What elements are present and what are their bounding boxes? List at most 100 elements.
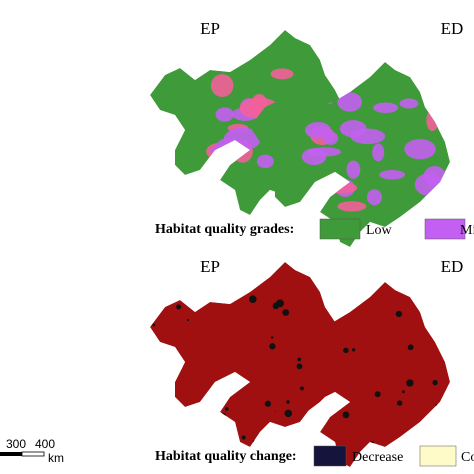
scale-bar: 300 400 km: [0, 437, 64, 465]
grade-patch: [346, 160, 361, 179]
legend-label: Con: [461, 450, 474, 465]
grade-patch: [404, 139, 436, 160]
change-patch: [327, 294, 336, 303]
maps: [150, 30, 450, 467]
grade-patch: [373, 102, 399, 114]
change-patch: [342, 411, 350, 419]
grade-patch: [337, 201, 367, 212]
map-region: [250, 282, 450, 467]
change-patch: [314, 439, 318, 443]
panel-title: EP: [200, 19, 220, 38]
change-patch: [369, 441, 375, 446]
scale-segment: [21, 451, 45, 457]
change-patch: [199, 421, 206, 428]
change-patch: [344, 298, 350, 304]
legend-swatch: [424, 218, 466, 240]
change-patch: [326, 282, 330, 285]
change-patch: [374, 391, 381, 398]
change-patch: [159, 423, 162, 427]
change-patch: [184, 416, 188, 420]
legend-swatch: [319, 218, 361, 240]
grade-patch: [426, 109, 439, 132]
grade-patch: [214, 137, 243, 162]
change-patch: [396, 400, 403, 406]
change-patch: [299, 386, 304, 391]
change-patch: [284, 409, 293, 418]
change-patch: [220, 413, 226, 419]
change-patch: [170, 289, 173, 293]
scale-label: 400: [35, 437, 55, 451]
change-patch: [296, 363, 303, 370]
change-patch: [330, 408, 333, 412]
change-patch: [167, 347, 175, 356]
change-patch: [208, 298, 211, 302]
grade-patch: [423, 165, 446, 186]
change-patch: [435, 404, 438, 407]
legend-label: Decrease: [352, 450, 403, 465]
change-patch: [343, 347, 349, 354]
map-region: [250, 62, 450, 247]
grade-patch: [270, 68, 294, 80]
change-patch: [402, 390, 405, 394]
change-patch: [407, 344, 414, 351]
grade-patch: [301, 148, 327, 166]
change-patch: [269, 343, 276, 350]
grade-patch: [350, 128, 386, 145]
change-patch: [176, 304, 182, 310]
change-patch: [152, 323, 156, 327]
legend-title: Habitat quality grades:: [155, 222, 294, 237]
change-patch: [432, 379, 438, 386]
map-panel: [250, 62, 450, 247]
change-patch: [168, 296, 176, 304]
grade-patch: [256, 154, 274, 169]
change-patch: [264, 400, 272, 407]
change-patch: [395, 310, 403, 318]
change-patch: [431, 316, 436, 320]
scale-label: 300: [6, 437, 26, 451]
change-patch: [265, 272, 270, 277]
grade-patch: [210, 74, 234, 97]
scale-segment: [0, 452, 22, 456]
change-patch: [240, 287, 246, 294]
change-patch: [197, 434, 201, 438]
change-patch: [252, 440, 257, 444]
change-patch: [270, 336, 274, 339]
change-patch: [282, 309, 290, 316]
change-patch: [224, 407, 229, 411]
change-patch: [249, 295, 257, 304]
grade-patch: [372, 143, 385, 162]
panel-title: ED: [441, 257, 464, 276]
grade-patch: [399, 98, 419, 109]
change-patch: [404, 450, 407, 454]
change-patch: [163, 280, 167, 284]
change-patch: [278, 439, 283, 445]
grade-patch: [366, 189, 382, 206]
change-patch: [244, 262, 248, 266]
change-patch: [276, 299, 284, 308]
legend-swatch: [313, 445, 347, 467]
change-patch: [351, 348, 356, 352]
legend-title: Habitat quality change:: [155, 449, 297, 464]
change-patch: [175, 425, 179, 429]
change-patch: [432, 414, 441, 423]
legend-label: Mi: [460, 223, 474, 238]
legend-swatch: [419, 445, 457, 467]
change-patch: [184, 417, 190, 423]
grade-patch: [379, 169, 405, 180]
grade-patch: [337, 92, 363, 112]
scale-unit: km: [48, 451, 64, 465]
grade-patch: [323, 131, 339, 145]
panel-title: ED: [441, 19, 464, 38]
grade-patch: [431, 107, 450, 117]
change-patch: [297, 357, 302, 362]
change-patch: [441, 308, 447, 314]
change-patch: [186, 318, 190, 322]
grade-patch: [215, 107, 234, 122]
change-patch: [301, 451, 310, 459]
change-patch: [241, 435, 246, 440]
change-patch: [286, 400, 290, 404]
change-patch: [444, 399, 450, 406]
change-patch: [167, 270, 175, 278]
grade-patch: [325, 182, 358, 194]
